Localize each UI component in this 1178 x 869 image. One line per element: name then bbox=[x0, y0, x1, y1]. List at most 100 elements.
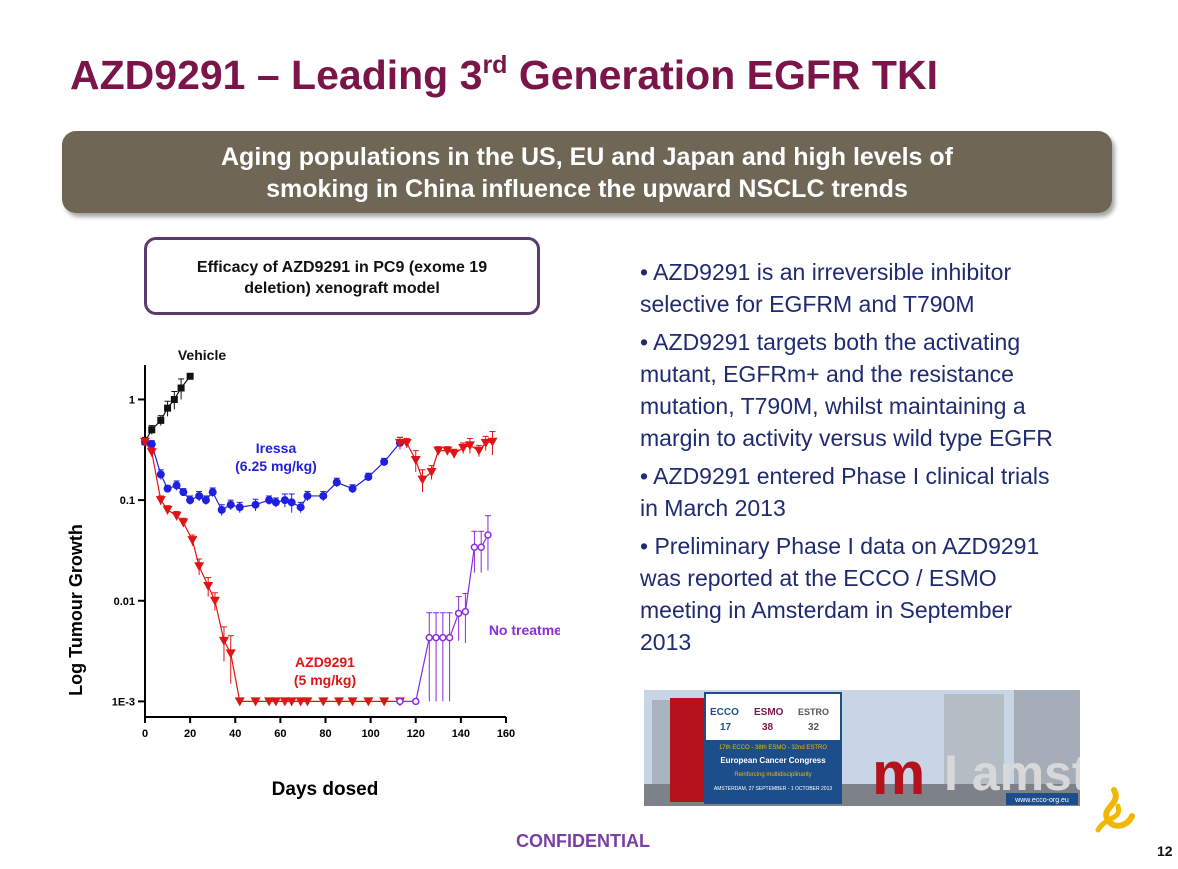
data-point bbox=[187, 536, 198, 546]
data-point bbox=[163, 484, 172, 493]
data-point bbox=[487, 437, 498, 447]
data-point bbox=[417, 475, 428, 485]
data-point bbox=[146, 448, 157, 458]
bullet-4-line-2: was reported at the ECCO / ESMO bbox=[640, 565, 997, 591]
x-tick-label: 20 bbox=[184, 728, 196, 740]
data-point bbox=[157, 416, 165, 424]
data-point bbox=[286, 697, 297, 707]
x-tick-label: 40 bbox=[229, 728, 241, 740]
data-point bbox=[484, 531, 492, 539]
tumour-growth-chart: 0 20 40 60 80 100 120 140 160 1 0.1 0.01 1E-3 Days do… bbox=[66, 347, 560, 800]
data-point bbox=[334, 697, 345, 707]
svg-text:17: 17 bbox=[720, 722, 732, 733]
data-point bbox=[287, 498, 296, 507]
data-point bbox=[363, 697, 374, 707]
data-point bbox=[270, 697, 281, 707]
data-point bbox=[271, 498, 280, 507]
amsterdam-sign-letters: I amsterdam bbox=[944, 745, 1080, 801]
data-point bbox=[442, 446, 453, 456]
y-tick-label: 1E-3 bbox=[112, 696, 135, 708]
data-point bbox=[412, 697, 420, 706]
congress-illustration: m I amsterdam ECCO 17 ESMO 38 ESTRO 32 1… bbox=[644, 690, 1080, 806]
data-point bbox=[194, 562, 205, 572]
series-label: Iressa bbox=[256, 440, 297, 456]
data-point bbox=[172, 481, 181, 490]
data-point bbox=[171, 511, 182, 521]
data-point bbox=[470, 543, 479, 552]
data-point bbox=[280, 496, 289, 505]
x-tick-label: 60 bbox=[274, 728, 286, 740]
efficacy-caption-line-2: deletion) xenograft model bbox=[244, 280, 440, 297]
data-point bbox=[439, 633, 447, 642]
bullet-3-line-2: in March 2013 bbox=[640, 495, 786, 521]
data-point bbox=[318, 697, 329, 707]
confidential-label: CONFIDENTIAL bbox=[516, 831, 650, 851]
data-point bbox=[425, 633, 434, 642]
data-point bbox=[235, 503, 244, 512]
data-point bbox=[203, 582, 214, 592]
efficacy-caption-line-1: Efficacy of AZD9291 in PC9 (exome 19 bbox=[196, 259, 488, 276]
svg-text:Reinforcing multidisciplinarit: Reinforcing multidisciplinarity bbox=[734, 772, 811, 778]
data-point bbox=[250, 697, 261, 707]
data-point bbox=[401, 438, 412, 448]
data-point bbox=[347, 697, 358, 707]
svg-text:38: 38 bbox=[762, 722, 774, 733]
bullet-2-line-1: • AZD9291 targets both the activating bbox=[640, 329, 1021, 355]
data-point bbox=[302, 697, 313, 707]
series-label: (6.25 mg/kg) bbox=[235, 458, 317, 474]
data-point bbox=[433, 446, 444, 456]
series-label: Vehicle bbox=[178, 347, 226, 363]
data-point bbox=[186, 496, 195, 505]
bullet-2: • AZD9291 targets both the activating mut… bbox=[640, 326, 1160, 454]
data-point bbox=[234, 697, 245, 707]
y-tick-label: 0.1 bbox=[120, 495, 135, 507]
svg-text:32: 32 bbox=[808, 722, 820, 733]
data-point bbox=[162, 505, 173, 515]
series-line bbox=[144, 441, 400, 703]
bullet-4-line-4: 2013 bbox=[640, 629, 692, 655]
data-point bbox=[332, 478, 341, 487]
series-label: AZD9291 bbox=[295, 654, 355, 670]
efficacy-caption-box: Efficacy of AZD9291 in PC9 (exome 19 del… bbox=[144, 237, 540, 315]
bullet-list: • AZD9291 is an irreversible inhibitor se… bbox=[640, 256, 1160, 664]
astrazeneca-logo bbox=[1095, 787, 1135, 833]
data-point bbox=[217, 505, 226, 514]
data-point bbox=[432, 633, 440, 642]
data-point bbox=[226, 500, 235, 509]
bullet-1: • AZD9291 is an irreversible inhibitor se… bbox=[640, 256, 1160, 320]
data-point bbox=[225, 649, 236, 659]
series-label: (5 mg/kg) bbox=[294, 672, 356, 688]
data-point bbox=[296, 503, 305, 512]
x-tick-label: 140 bbox=[452, 728, 470, 740]
data-point bbox=[170, 395, 178, 403]
data-point bbox=[396, 697, 404, 706]
data-point bbox=[251, 500, 260, 509]
x-tick-label: 80 bbox=[319, 728, 331, 740]
key-message-banner: Aging populations in the US, EU and Japa… bbox=[62, 131, 1112, 213]
estro-logo: ESTRO bbox=[798, 707, 829, 717]
x-tick-label: 0 bbox=[142, 728, 148, 740]
bullet-3: • AZD9291 entered Phase I clinical trial… bbox=[640, 460, 1160, 524]
bullet-4-line-1: • Preliminary Phase I data on AZD9291 bbox=[640, 533, 1040, 559]
bullet-1-line-2: selective for EGFRM and T790M bbox=[640, 291, 975, 317]
x-tick-label: 160 bbox=[497, 728, 515, 740]
y-axis-label: Log Tumour Growth bbox=[66, 524, 86, 696]
data-point bbox=[454, 609, 463, 618]
data-point bbox=[348, 484, 357, 493]
data-point bbox=[140, 437, 150, 447]
bullet-2-line-2: mutant, EGFRm+ and the resistance bbox=[640, 361, 1014, 387]
data-point bbox=[319, 491, 328, 500]
data-point bbox=[449, 449, 460, 459]
data-point bbox=[410, 456, 421, 466]
bullet-4-line-3: meeting in Amsterdam in September bbox=[640, 597, 1013, 623]
data-point bbox=[279, 697, 290, 707]
data-point bbox=[477, 543, 485, 552]
slide-title: AZD9291 – Leading 3rd Generation EGFR TK… bbox=[70, 51, 938, 98]
data-point bbox=[177, 384, 185, 392]
data-point bbox=[473, 446, 484, 456]
data-point bbox=[380, 457, 389, 466]
data-point bbox=[364, 472, 373, 481]
data-point bbox=[303, 491, 312, 500]
sign-letter-i bbox=[670, 698, 704, 802]
data-point bbox=[156, 470, 165, 479]
